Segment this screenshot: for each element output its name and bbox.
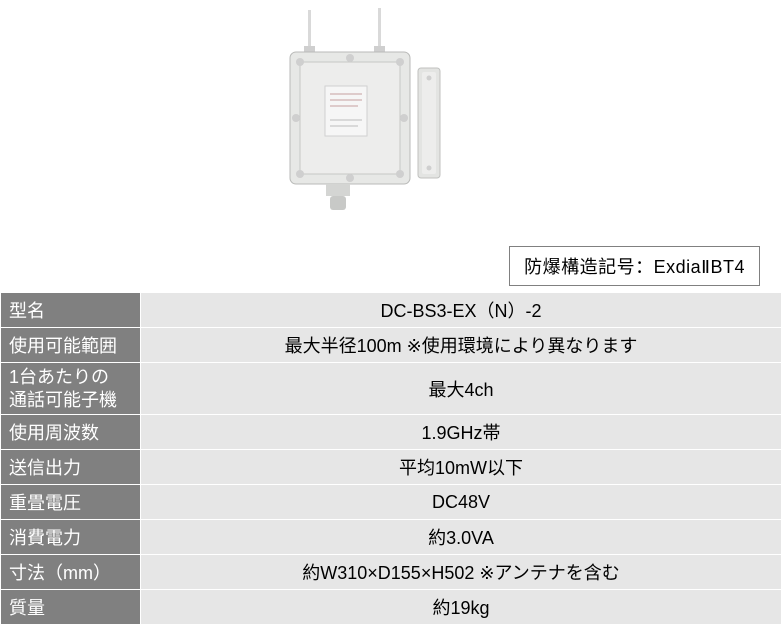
badge-prefix: 防爆構造記号： xyxy=(524,257,654,277)
spec-value: 最大半径100m ※使用環境により異なります xyxy=(141,328,782,363)
product-image xyxy=(270,8,450,220)
table-row: 質量約19kg xyxy=(1,590,782,625)
table-row: 使用周波数1.9GHz帯 xyxy=(1,415,782,450)
spec-value: DC-BS3-EX（N）-2 xyxy=(141,293,782,328)
table-row: 1台あたりの通話可能子機最大4ch xyxy=(1,363,782,415)
spec-value: 1.9GHz帯 xyxy=(141,415,782,450)
spec-label: 使用可能範囲 xyxy=(1,328,141,363)
spec-label: 寸法（mm） xyxy=(1,555,141,590)
spec-label: 送信出力 xyxy=(1,450,141,485)
table-row: 型名DC-BS3-EX（N）-2 xyxy=(1,293,782,328)
spec-label: 型名 xyxy=(1,293,141,328)
spec-table-body: 型名DC-BS3-EX（N）-2使用可能範囲最大半径100m ※使用環境により異… xyxy=(1,293,782,625)
spec-value: 最大4ch xyxy=(141,363,782,415)
spec-label: 質量 xyxy=(1,590,141,625)
badge-value: ExdiaⅡBT4 xyxy=(654,257,745,277)
explosion-proof-badge: 防爆構造記号：ExdiaⅡBT4 xyxy=(509,246,760,286)
spec-table: 型名DC-BS3-EX（N）-2使用可能範囲最大半径100m ※使用環境により異… xyxy=(0,292,782,625)
spec-value: 約19kg xyxy=(141,590,782,625)
spec-value: 約3.0VA xyxy=(141,520,782,555)
table-row: 消費電力約3.0VA xyxy=(1,520,782,555)
spec-label: 1台あたりの通話可能子機 xyxy=(1,363,141,415)
table-row: 寸法（mm）約W310×D155×H502 ※アンテナを含む xyxy=(1,555,782,590)
spec-label: 使用周波数 xyxy=(1,415,141,450)
table-row: 使用可能範囲最大半径100m ※使用環境により異なります xyxy=(1,328,782,363)
spec-value: DC48V xyxy=(141,485,782,520)
spec-value: 平均10mW以下 xyxy=(141,450,782,485)
table-row: 送信出力平均10mW以下 xyxy=(1,450,782,485)
table-row: 重畳電圧DC48V xyxy=(1,485,782,520)
spec-label: 消費電力 xyxy=(1,520,141,555)
spec-value: 約W310×D155×H502 ※アンテナを含む xyxy=(141,555,782,590)
spec-label: 重畳電圧 xyxy=(1,485,141,520)
